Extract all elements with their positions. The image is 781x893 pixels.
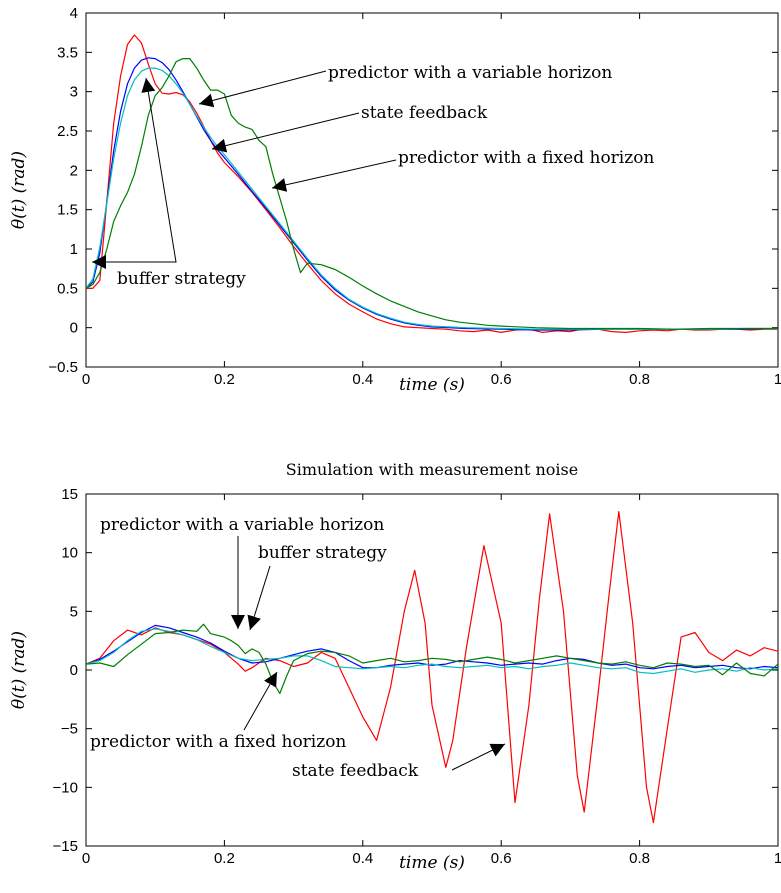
x-tick-label: 0 bbox=[82, 850, 90, 867]
x-tick-label: 1 bbox=[774, 850, 781, 867]
y-tick-label: −10 bbox=[53, 779, 78, 796]
chart-2-ticks: 0 0.2 0.4 0.6 0.8 1 −15 −10 −5 0 5 10 15 bbox=[53, 486, 781, 867]
annotation-variable-horizon-arrow bbox=[198, 70, 327, 108]
y-tick-label: −15 bbox=[53, 838, 78, 855]
x-tick-label: 0.2 bbox=[214, 371, 235, 388]
y-tick-label: 0.5 bbox=[57, 280, 78, 297]
y-tick-label: 1.5 bbox=[57, 202, 78, 219]
x-tick-label: 0.2 bbox=[214, 850, 235, 867]
y-tick-label: 2.5 bbox=[57, 123, 78, 140]
x-tick-label: 0.8 bbox=[629, 850, 650, 867]
x-tick-label: 0.8 bbox=[629, 371, 650, 388]
series-line-1 bbox=[86, 34, 778, 333]
series-line-2 bbox=[86, 57, 778, 331]
y-tick-label: 2 bbox=[70, 162, 78, 179]
x-tick-label: 0.6 bbox=[491, 850, 512, 867]
y-tick-label: 0 bbox=[70, 320, 78, 337]
annotation-buffer-strategy-label: buffer strategy bbox=[117, 269, 246, 289]
chart-1-annotations: predictor with a variable horizon state … bbox=[92, 63, 654, 289]
y-tick-label: 0 bbox=[70, 662, 78, 679]
annotation2-fixed-horizon-label: predictor with a fixed horizon bbox=[90, 732, 346, 752]
chart-1-series bbox=[86, 34, 778, 333]
annotation2-variable-horizon-label: predictor with a variable horizon bbox=[100, 515, 384, 535]
annotation-buffer-strategy-line bbox=[112, 77, 177, 263]
chart-2-ylabel: θ(t) (rad) bbox=[9, 631, 29, 709]
y-tick-label: 3 bbox=[70, 84, 78, 101]
chart-2-xlabel: time (s) bbox=[399, 853, 465, 873]
chart-2-title: Simulation with measurement noise bbox=[286, 460, 578, 479]
chart-1-ticks: 0 0.2 0.4 0.6 0.8 1−0.500.511.522.533.54 bbox=[48, 5, 781, 388]
series-line-4 bbox=[86, 623, 778, 695]
y-tick-label: −0.5 bbox=[48, 359, 78, 376]
y-tick-label: −5 bbox=[61, 721, 78, 738]
x-tick-label: 1 bbox=[774, 371, 781, 388]
chart-2-annotations: predictor with a variable horizon buffer… bbox=[90, 515, 506, 781]
annotation2-state-feedback-arrow bbox=[451, 743, 506, 771]
x-tick-label: 0.4 bbox=[352, 371, 373, 388]
series-line-3 bbox=[86, 628, 778, 675]
annotation-fixed-horizon-arrow bbox=[271, 159, 397, 192]
annotation-state-feedback-label: state feedback bbox=[361, 103, 488, 123]
chart-1-xlabel: time (s) bbox=[399, 375, 465, 395]
y-tick-label: 5 bbox=[70, 603, 78, 620]
annotation-state-feedback-arrow bbox=[211, 112, 360, 153]
x-tick-label: 0.6 bbox=[491, 371, 512, 388]
annotation-fixed-horizon-label: predictor with a fixed horizon bbox=[398, 148, 654, 168]
chart-1-ylabel: θ(t) (rad) bbox=[9, 151, 29, 229]
y-tick-label: 10 bbox=[61, 545, 78, 562]
series-line-2 bbox=[86, 624, 778, 670]
annotation2-buffer-strategy-arrow bbox=[247, 565, 271, 631]
chart-1: 0 0.2 0.4 0.6 0.8 1−0.500.511.522.533.54 pred… bbox=[9, 5, 781, 395]
y-tick-label: 15 bbox=[61, 486, 78, 503]
chart-2: Simulation with measurement noise 0 0.2 0.… bbox=[9, 460, 781, 873]
y-tick-label: 1 bbox=[70, 241, 78, 258]
y-tick-label: 3.5 bbox=[57, 44, 78, 61]
x-tick-label: 0 bbox=[82, 371, 90, 388]
annotation2-state-feedback-label: state feedback bbox=[292, 761, 419, 781]
annotation2-fixed-horizon-arrow bbox=[243, 671, 278, 731]
series-line-1 bbox=[86, 511, 778, 824]
y-tick-label: 4 bbox=[70, 5, 78, 22]
series-line-4 bbox=[86, 57, 778, 330]
x-tick-label: 0.4 bbox=[352, 850, 373, 867]
annotation2-buffer-strategy-label: buffer strategy bbox=[258, 543, 387, 563]
annotation-variable-horizon-label: predictor with a variable horizon bbox=[328, 63, 612, 83]
series-line-3 bbox=[86, 67, 778, 330]
chart-1-frame bbox=[85, 12, 779, 368]
chart-2-series bbox=[86, 511, 778, 824]
